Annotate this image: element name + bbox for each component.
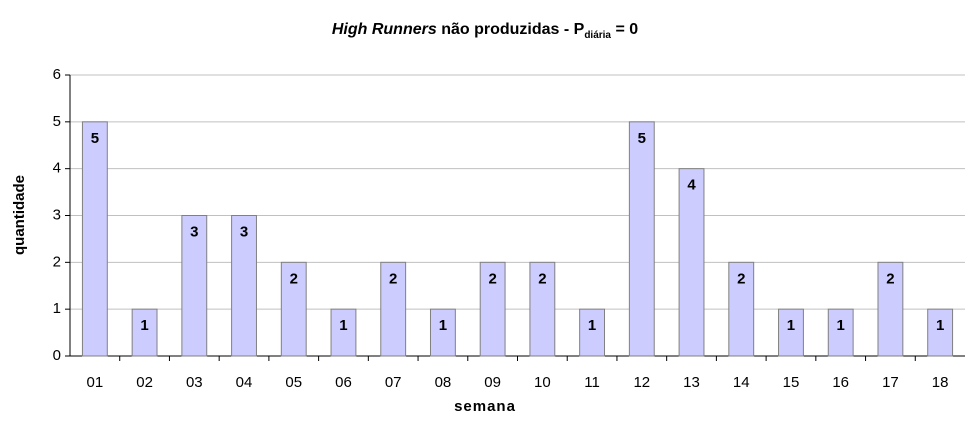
x-tick-label: 10 (534, 374, 551, 391)
title-part: não produzidas - P (437, 21, 585, 38)
value-label: 2 (538, 270, 546, 287)
value-label: 1 (588, 317, 596, 334)
x-tick-label: 16 (832, 374, 849, 391)
value-label: 2 (389, 270, 397, 287)
x-tick-label: 08 (435, 374, 452, 391)
value-label: 3 (190, 223, 198, 240)
x-axis-title: semana (454, 398, 516, 415)
bar (877, 261, 904, 357)
value-label: 5 (91, 130, 99, 147)
y-tick-label: 1 (53, 300, 61, 317)
value-label: 2 (737, 270, 745, 287)
y-tick-label: 2 (53, 253, 61, 270)
value-label: 3 (240, 223, 248, 240)
bar (429, 308, 456, 357)
value-label: 1 (140, 317, 148, 334)
bar (529, 261, 556, 357)
value-label: 1 (837, 317, 845, 334)
bar (728, 261, 755, 357)
title-part: diária (584, 30, 611, 41)
y-tick-label: 4 (53, 160, 61, 177)
value-label: 1 (787, 317, 795, 334)
x-tick-label: 01 (87, 374, 104, 391)
value-label: 2 (886, 270, 894, 287)
bar (927, 308, 954, 357)
value-label: 1 (439, 317, 447, 334)
y-tick-label: 3 (53, 206, 61, 223)
bar (181, 215, 208, 357)
y-tick-label: 0 (53, 347, 61, 364)
x-tick-label: 07 (385, 374, 402, 391)
bar (231, 215, 257, 357)
x-tick-label: 15 (783, 374, 800, 391)
y-tick-label: 5 (53, 113, 61, 130)
chart-title: High Runners não produzidas - Pdiária = … (332, 21, 638, 40)
x-tick-label: 02 (136, 374, 153, 391)
bar (778, 308, 804, 357)
x-tick-label: 04 (236, 374, 253, 391)
x-tick-label: 05 (285, 374, 302, 391)
bar (330, 308, 357, 357)
bar (380, 261, 407, 357)
value-label: 1 (936, 317, 944, 334)
value-label: 2 (488, 270, 496, 287)
x-tick-label: 09 (484, 374, 501, 391)
value-label: 1 (339, 317, 347, 334)
x-tick-label: 12 (633, 374, 650, 391)
title-part: = 0 (611, 21, 638, 38)
x-tick-label: 11 (584, 374, 600, 391)
bar (280, 261, 307, 357)
x-tick-label: 17 (882, 374, 899, 391)
x-tick-label: 18 (932, 374, 949, 391)
title-part: High Runners (332, 21, 437, 38)
x-tick-label: 14 (733, 374, 750, 391)
value-label: 4 (687, 177, 696, 194)
x-tick-label: 03 (186, 374, 203, 391)
y-tick-label: 6 (53, 66, 61, 83)
x-tick-label: 13 (683, 374, 700, 391)
x-tick-label: 06 (335, 374, 352, 391)
bar (678, 168, 705, 357)
bar (479, 261, 506, 357)
bar (628, 121, 655, 357)
bar (131, 308, 158, 357)
bar (827, 308, 854, 357)
y-axis-title: quantidade (11, 175, 28, 255)
bar (579, 308, 606, 357)
value-label: 5 (638, 130, 646, 147)
bar (81, 121, 108, 357)
value-label: 2 (290, 270, 298, 287)
